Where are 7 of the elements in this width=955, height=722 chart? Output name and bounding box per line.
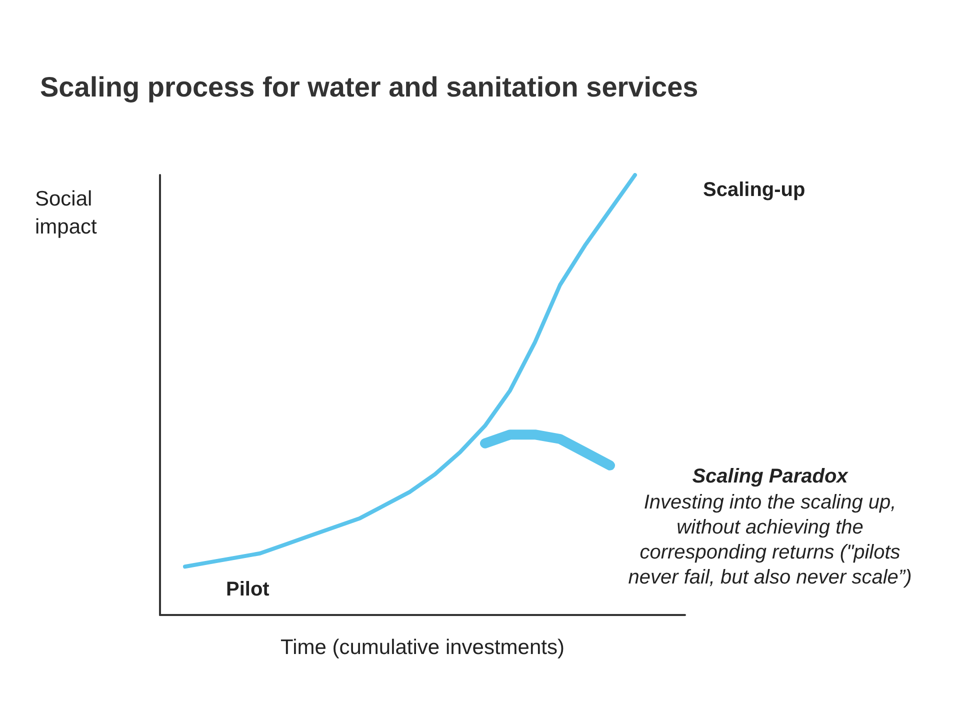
chart-title: Scaling process for water and sanitation services [40,72,698,102]
text: Scaling Paradox [692,466,849,488]
y-axis-title: Social impact [35,188,98,238]
x-axis-title: Time (cumulative investments) [280,636,564,659]
text: Scaling-up [703,179,806,201]
annotation: Investing into the scaling up, without achieving the corresponding returns ("pilots never fail, but also never scale”) [628,492,912,588]
annotation: Pilot [226,578,270,600]
